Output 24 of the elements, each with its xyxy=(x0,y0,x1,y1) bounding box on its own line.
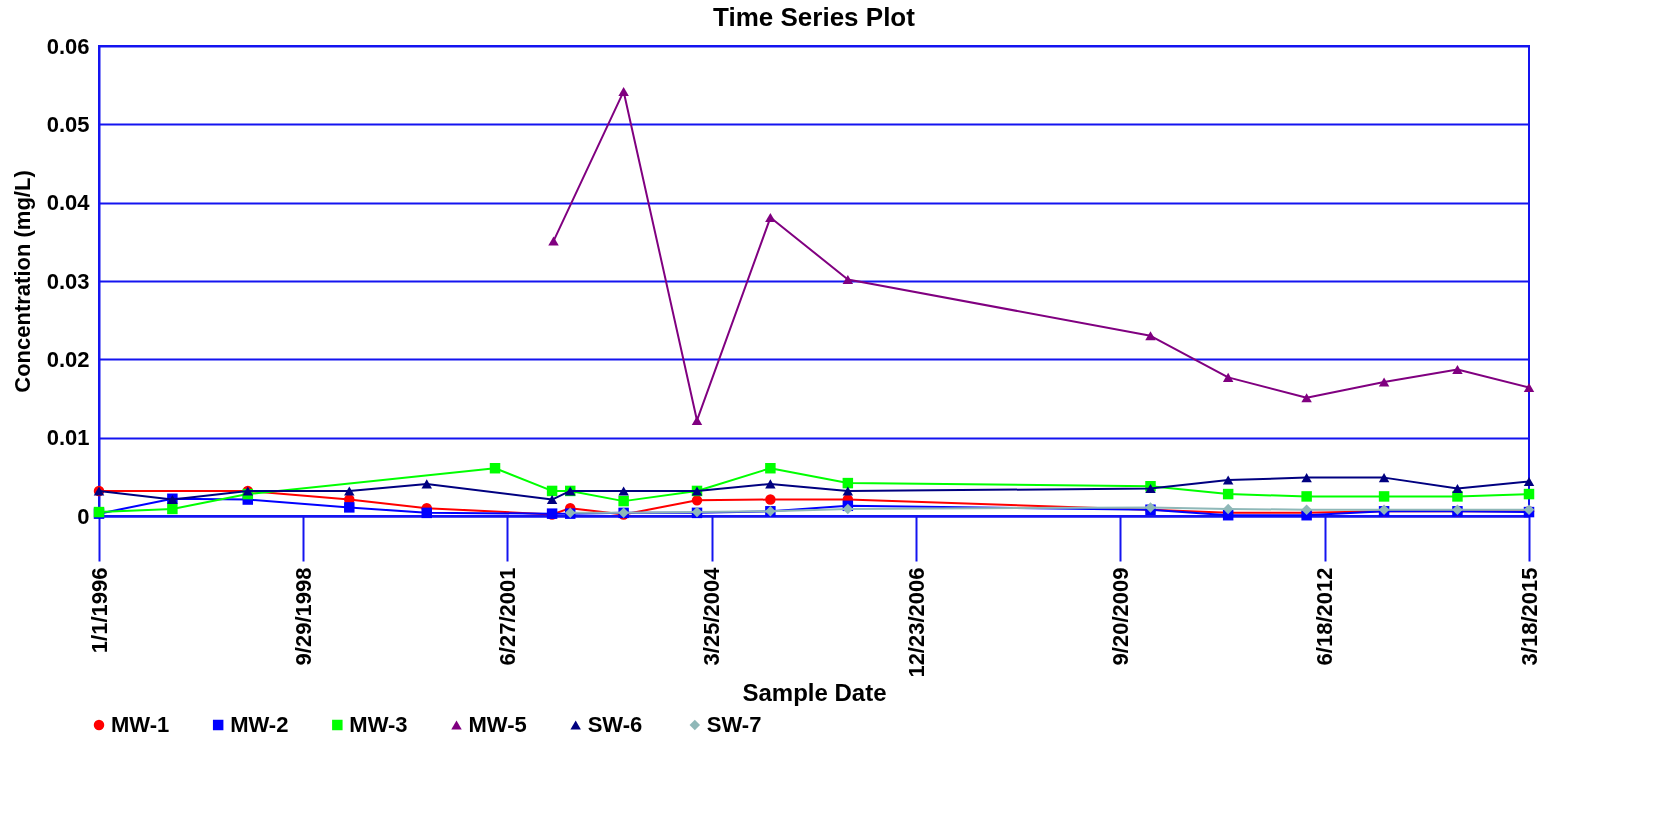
legend-label: SW-6 xyxy=(587,712,643,737)
x-tick-label: 3/18/2015 xyxy=(1516,567,1542,666)
x-tick-label: 3/25/2004 xyxy=(699,566,725,666)
y-tick-label: 0.06 xyxy=(46,33,90,59)
y-axis-title: Concentration (mg/L) xyxy=(9,170,35,393)
y-tick-label: 0.04 xyxy=(46,190,91,216)
x-tick-label: 12/23/2006 xyxy=(903,567,929,678)
x-tick-label: 1/1/1996 xyxy=(86,567,112,654)
x-tick-label: 9/20/2009 xyxy=(1107,567,1133,666)
legend-label: MW-3 xyxy=(349,712,408,737)
x-tick-label: 9/29/1998 xyxy=(290,567,316,666)
legend-label: SW-7 xyxy=(706,712,762,737)
legend-label: MW-2 xyxy=(230,712,289,737)
x-tick-label: 6/18/2012 xyxy=(1312,567,1338,666)
y-tick-label: 0.02 xyxy=(46,346,90,372)
y-tick-label: 0.03 xyxy=(46,268,90,294)
x-axis-title: Sample Date xyxy=(742,678,887,706)
y-tick-label: 0 xyxy=(77,503,90,529)
x-tick-label: 6/27/2001 xyxy=(494,567,520,666)
y-tick-label: 0.01 xyxy=(46,425,90,451)
y-tick-label: 0.05 xyxy=(46,111,90,137)
legend-label: MW-5 xyxy=(468,712,527,737)
legend-label: MW-1 xyxy=(111,712,170,737)
chart-title: Time Series Plot xyxy=(713,2,916,32)
